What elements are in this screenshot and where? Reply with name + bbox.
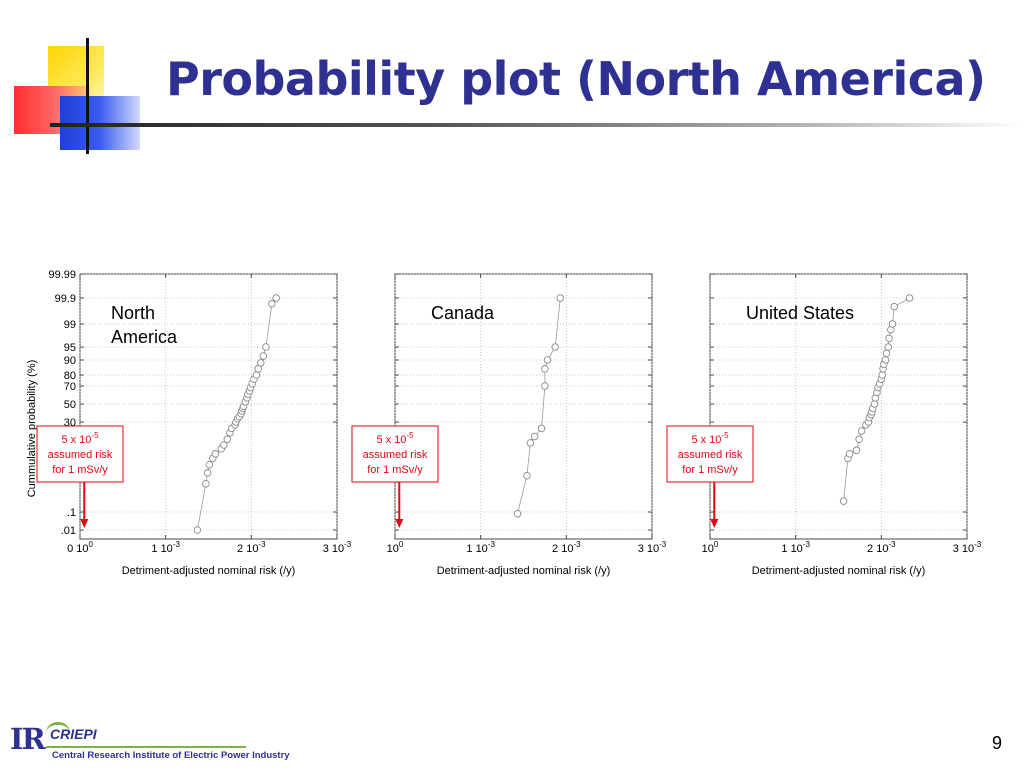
y-tick-label: 99.9 xyxy=(55,293,76,305)
data-point xyxy=(211,450,220,458)
data-point xyxy=(885,334,893,343)
data-point xyxy=(262,343,270,351)
data-point xyxy=(556,294,565,302)
criepi-logo: IR CRIEPI Central Research Institute of … xyxy=(8,722,290,764)
data-point xyxy=(541,382,549,390)
annotation-line2: assumed risk xyxy=(678,449,743,461)
y-tick-label: 80 xyxy=(64,370,76,382)
data-point xyxy=(852,446,861,455)
data-point xyxy=(513,509,522,518)
x-tick-label: 2 10-3 xyxy=(552,540,581,555)
logo-name: CRIEPI xyxy=(50,726,97,742)
data-point xyxy=(257,359,265,367)
y-tick-label: 95 xyxy=(64,342,76,354)
data-point xyxy=(526,439,535,447)
x-tick-label: 2 10-3 xyxy=(237,540,266,555)
data-point xyxy=(205,460,214,469)
risk-arrow-head xyxy=(710,519,719,528)
data-point xyxy=(845,450,854,458)
data-point xyxy=(193,526,202,534)
logo-arc-icon xyxy=(46,722,70,733)
annotation-line1: 5 x 10-5 xyxy=(691,431,729,446)
panel-label: Canada xyxy=(431,303,495,323)
data-point xyxy=(272,294,280,302)
y-axis-label: Cummulative probability (%) xyxy=(26,360,38,498)
data-point xyxy=(870,400,879,408)
data-point xyxy=(839,497,848,505)
x-tick-label: 3 10-3 xyxy=(323,540,352,555)
risk-annotation-box xyxy=(36,425,124,483)
data-point xyxy=(537,424,546,433)
data-point xyxy=(259,352,268,360)
data-point xyxy=(884,343,892,351)
data-point xyxy=(882,349,891,358)
annotation-line1: 5 x 10-5 xyxy=(61,431,99,446)
risk-annotation-box xyxy=(666,425,754,483)
x-axis-label: Detriment-adjusted nominal risk (/y) xyxy=(122,565,296,577)
panel-label: America xyxy=(111,327,178,347)
data-point xyxy=(905,294,914,302)
data-point xyxy=(523,471,531,480)
x-tick-label: 0 100 xyxy=(67,540,93,555)
x-tick-label: 1 10-3 xyxy=(466,540,495,555)
data-point xyxy=(220,441,228,449)
y-tick-label: .01 xyxy=(61,525,76,537)
annotation-line3: for 1 mSv/y xyxy=(367,464,423,476)
decor-vertical-line xyxy=(86,38,89,154)
panel-label: United States xyxy=(746,303,854,323)
data-point xyxy=(223,435,232,444)
data-point xyxy=(543,356,552,364)
data-point xyxy=(855,435,863,444)
risk-annotation-box xyxy=(351,425,439,483)
x-tick-label: 1 10-3 xyxy=(151,540,180,555)
logo-mark: IR xyxy=(10,722,46,756)
data-point xyxy=(530,432,539,441)
x-tick-label: 3 10-3 xyxy=(638,540,667,555)
page-number: 9 xyxy=(992,733,1003,753)
data-point xyxy=(857,427,866,435)
data-point xyxy=(202,479,210,488)
data-point xyxy=(203,469,212,477)
x-axis-label: Detriment-adjusted nominal risk (/y) xyxy=(437,565,611,577)
y-tick-label: 50 xyxy=(64,399,76,411)
data-point xyxy=(878,371,886,379)
annotation-line3: for 1 mSv/y xyxy=(52,464,108,476)
y-tick-label: 70 xyxy=(64,381,76,393)
data-point xyxy=(252,371,261,379)
y-tick-label: 99 xyxy=(64,319,76,331)
x-tick-label: 1 10-3 xyxy=(781,540,810,555)
annotation-line2: assumed risk xyxy=(363,449,428,461)
annotation-line2: assumed risk xyxy=(48,449,113,461)
logo-divider xyxy=(46,746,246,748)
x-axis-label: Detriment-adjusted nominal risk (/y) xyxy=(752,565,926,577)
data-point xyxy=(888,320,897,328)
risk-arrow-head xyxy=(395,519,404,528)
panel-label: North xyxy=(111,303,155,323)
x-tick-label: 100 xyxy=(387,540,404,555)
y-tick-label: .1 xyxy=(67,507,76,519)
x-tick-label: 3 10-3 xyxy=(953,540,982,555)
series-line xyxy=(517,297,561,514)
x-tick-label: 2 10-3 xyxy=(867,540,896,555)
logo-full-name: Central Research Institute of Electric P… xyxy=(52,750,290,761)
data-point xyxy=(890,302,898,311)
y-tick-label: 99.99 xyxy=(48,269,76,281)
data-point xyxy=(268,300,276,308)
data-point xyxy=(551,343,559,351)
annotation-line3: for 1 mSv/y xyxy=(682,464,738,476)
data-point xyxy=(881,356,890,364)
x-tick-label: 100 xyxy=(702,540,719,555)
y-tick-label: 90 xyxy=(64,355,76,367)
risk-arrow-head xyxy=(80,519,89,528)
title-underline xyxy=(50,123,1024,127)
annotation-line1: 5 x 10-5 xyxy=(376,431,414,446)
data-point xyxy=(541,365,549,373)
slide-title: Probability plot (North America) xyxy=(166,52,986,106)
